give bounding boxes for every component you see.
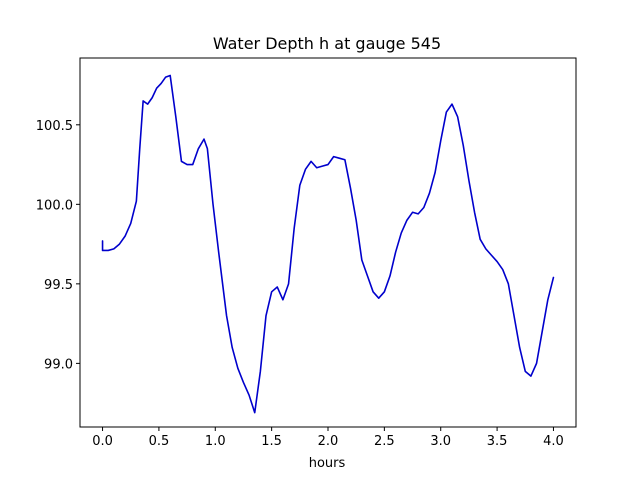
x-tick-label: 1.0 [205, 434, 226, 449]
x-tick-label: 3.5 [487, 434, 508, 449]
x-tick-label: 0.0 [92, 434, 113, 449]
x-tick-label: 1.5 [261, 434, 282, 449]
x-axis-label: hours [309, 456, 346, 471]
x-tick-label: 2.0 [318, 434, 339, 449]
x-tick-label: 4.0 [543, 434, 564, 449]
chart-title: Water Depth h at gauge 545 [213, 34, 441, 53]
x-tick-label: 2.5 [374, 434, 395, 449]
plot-frame [79, 57, 577, 428]
y-tick-label: 99.5 [44, 278, 73, 293]
plot-area: 0.0 0.5 1.0 1.5 2.0 2.5 3.0 3.5 4.0 99.0 99.5 100.0… [36, 57, 577, 449]
y-tick-label: 100.0 [36, 198, 73, 213]
x-tick-label: 0.5 [149, 434, 170, 449]
y-tick-label: 99.0 [44, 357, 73, 372]
series-line-0 [101, 74, 555, 414]
x-tick-label: 3.0 [430, 434, 451, 449]
y-tick-label: 100.5 [36, 119, 73, 134]
